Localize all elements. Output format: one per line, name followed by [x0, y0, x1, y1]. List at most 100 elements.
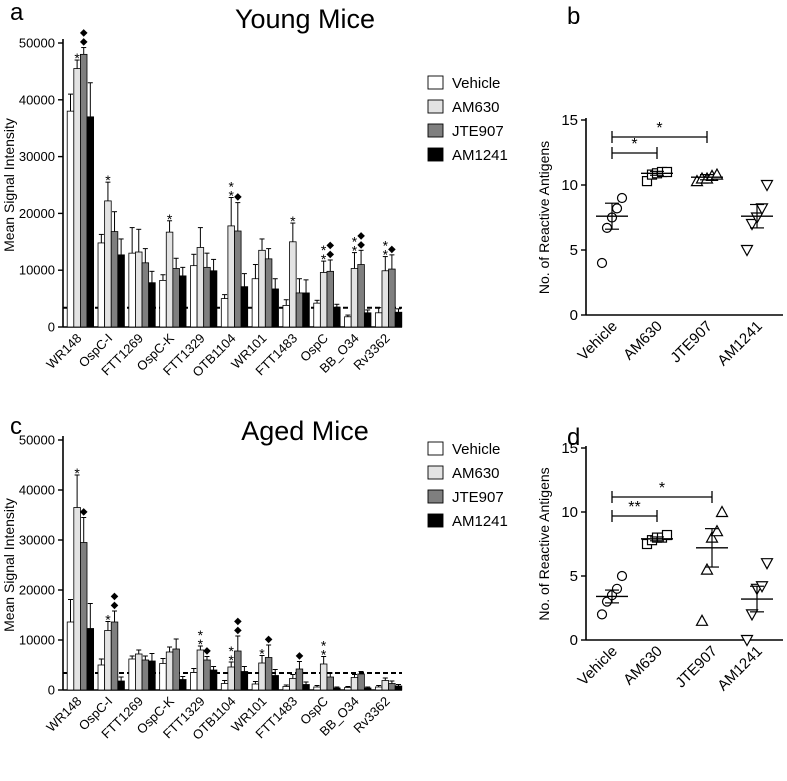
data-point-vehicle [601, 222, 613, 233]
chart-title: Young Mice [235, 4, 375, 34]
bar-vehicle-ftt1483 [282, 686, 290, 691]
y-tick-label: 15 [561, 440, 578, 457]
bar-am630-wr101 [258, 249, 266, 328]
bar-jte907-ftt1483 [295, 668, 304, 691]
bar-vehicle-rv3362 [374, 312, 383, 328]
bar-jte907-rv3362 [388, 268, 396, 328]
bar-am1241-ftt1269 [148, 660, 156, 691]
bar-am630-rv3362 [381, 680, 389, 691]
bar-chart-c: Aged Mice Mean Signal Intensity 0 10000 2000… [1, 416, 508, 743]
bar-am1241-wr101 [271, 675, 279, 691]
significance-star: * [105, 172, 111, 188]
significance-label: * [631, 136, 637, 153]
bar-am1241-ospc-k [179, 275, 187, 328]
bar-vehicle-ospc-i [97, 242, 106, 328]
bar-am630-ospc-i [104, 200, 112, 328]
bar-jte907-otb1104 [234, 230, 242, 328]
bar-jte907-ftt1329 [203, 266, 211, 328]
panel-label-d: d [567, 424, 580, 451]
bar-jte907-ftt1329 [203, 659, 211, 691]
bar-jte907-ospc-k [172, 268, 180, 328]
significance-star: * [259, 646, 265, 662]
bar-vehicle-ospc-k [159, 280, 167, 328]
significance-diamond: ◆ [265, 634, 273, 645]
bar-jte907-rv3362 [388, 683, 396, 691]
bar-vehicle-ftt1269 [128, 252, 136, 328]
significance-diamond: ◆ [203, 646, 211, 657]
legend-label: Vehicle [452, 441, 500, 458]
bar-am630-otb1104 [227, 225, 235, 328]
x-tick-label: WR148 [43, 694, 84, 735]
y-tick-label: 20000 [19, 583, 55, 598]
bar-am1241-ftt1269 [148, 282, 156, 328]
bar-vehicle-ospc [313, 302, 321, 328]
x-tick-label: AM1241 [714, 643, 766, 695]
y-axis-label: Mean Signal Intensity [1, 118, 17, 252]
legend-label: AM630 [452, 465, 500, 482]
bar-am630-ospc-k [165, 651, 174, 691]
significance-star: * [352, 243, 358, 259]
bar-am630-ospc-k [165, 231, 174, 328]
bar-vehicle-ospc-k [159, 663, 167, 691]
bar-jte907-ftt1269 [141, 659, 150, 691]
data-point-jte907 [715, 505, 729, 518]
bar-vehicle-rv3362 [374, 686, 383, 691]
data-point-am630 [661, 166, 673, 178]
significance-star: * [74, 465, 80, 481]
bar-jte907-ospc-k [172, 648, 180, 691]
significance-diamond: ◆ [111, 600, 119, 611]
bar-jte907-wr148 [80, 542, 88, 691]
legend-swatch-am630 [427, 465, 444, 480]
significance-star: * [167, 211, 173, 227]
data-point-jte907 [700, 562, 714, 575]
bar-vehicle-ftt1329 [190, 265, 198, 328]
y-tick-label: 0 [48, 320, 55, 335]
bar-am1241-ospc-i [117, 680, 125, 691]
bar-vehicle-wr101 [251, 683, 260, 691]
bar-am630-wr101 [258, 662, 266, 691]
y-tick-label: 5 [570, 568, 578, 585]
significance-label: * [656, 120, 662, 137]
bar-am630-ospc-i [104, 630, 112, 691]
panel-label-c: c [10, 413, 22, 440]
y-tick-label: 10000 [19, 263, 55, 278]
significance-diamond: ◆ [234, 625, 242, 636]
y-tick-label: 0 [570, 307, 578, 324]
significance-label: * [659, 480, 665, 497]
legend-swatch-vehicle [427, 441, 444, 456]
bar-am1241-bb_o34 [363, 312, 372, 328]
y-tick-label: 20000 [19, 206, 55, 221]
y-tick-label: 40000 [19, 483, 55, 498]
legend-label: JTE907 [452, 489, 504, 506]
significance-diamond: ◆ [296, 651, 304, 662]
scatter-chart-b: No. of Reactive Antigens 0 5 10 15 Vehicle AM6… [536, 112, 783, 369]
x-tick-label: Vehicle [575, 643, 621, 689]
chart-title: Aged Mice [241, 416, 369, 446]
significance-star: * [383, 247, 389, 263]
bar-am1241-rv3362 [394, 685, 403, 691]
bar-am1241-bb_o34 [363, 687, 372, 691]
bar-vehicle-wr148 [66, 621, 75, 691]
y-tick-label: 30000 [19, 533, 55, 548]
y-tick-label: 10 [561, 504, 578, 521]
y-tick-label: 40000 [19, 92, 55, 107]
bar-jte907-ospc-i [110, 231, 119, 328]
significance-star: * [383, 238, 389, 254]
bar-vehicle-ospc-i [97, 664, 106, 691]
data-point-vehicle [611, 583, 623, 594]
data-point-vehicle [616, 570, 628, 582]
significance-star: * [198, 636, 204, 652]
legend: Vehicle AM630 JTE907 AM1241 [427, 441, 508, 530]
bar-am630-bb_o34 [350, 677, 359, 691]
legend-label: AM630 [452, 99, 500, 116]
legend-swatch-vehicle [427, 75, 444, 90]
bar-am630-ftt1269 [135, 251, 143, 328]
significance-star: * [228, 652, 234, 668]
bar-chart-a: Young Mice Mean Signal Intensity 0 10000 200… [1, 4, 508, 380]
bar-jte907-wr148 [80, 53, 88, 328]
bar-am1241-ftt1483 [302, 292, 310, 328]
significance-star: * [228, 187, 234, 203]
data-point-am1241 [740, 634, 754, 647]
data-point-am1241 [760, 558, 774, 570]
significance-star: * [290, 213, 296, 229]
